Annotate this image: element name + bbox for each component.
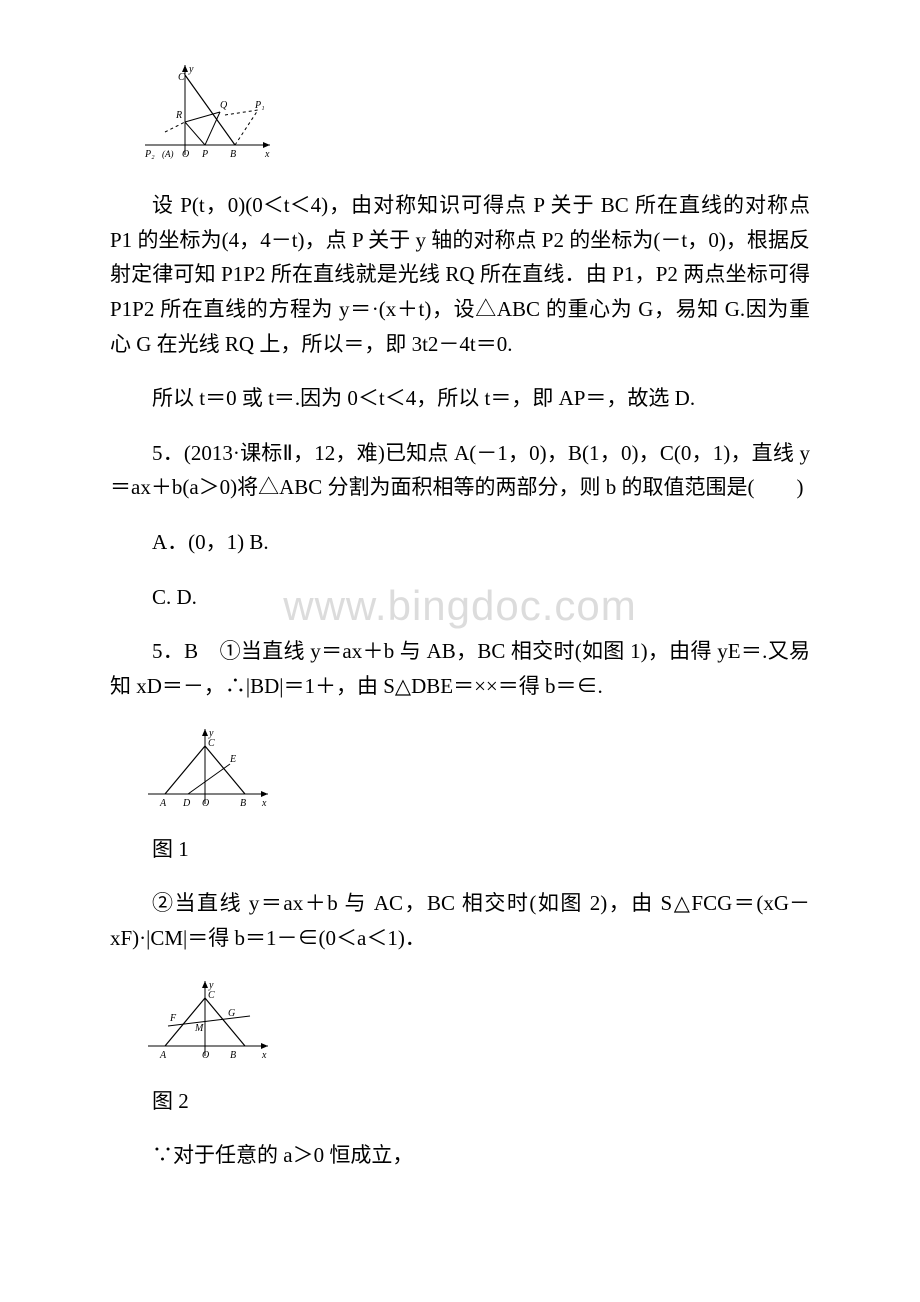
paragraph-8: ②当直线 y＝ax＋b 与 AC，BC 相交时(如图 2)，由 S△FCG＝(x… xyxy=(110,886,810,955)
paragraph-2: 所以 t＝0 或 t＝.因为 0＜t＜4，所以 t＝，即 AP＝，故选 D. xyxy=(110,381,810,416)
label-E: E xyxy=(229,754,236,765)
label-P2: P₂ xyxy=(144,149,155,160)
figure-1: y C Q P₁ R P₂ (A) O P B x xyxy=(140,60,810,170)
paragraph-9: 图 2 xyxy=(110,1084,810,1119)
label-D: D xyxy=(182,798,191,809)
label-G: G xyxy=(228,1008,235,1019)
label-R: R xyxy=(175,110,182,121)
label-x: x xyxy=(261,798,267,809)
paragraph-6: 5．B ①当直线 y＝ax＋b 与 AB，BC 相交时(如图 1)，由得 yE＝… xyxy=(110,634,810,703)
label-P1: P₁ xyxy=(254,100,265,111)
reflection-diagram: y C Q P₁ R P₂ (A) O P B x xyxy=(140,60,280,170)
label-B: B xyxy=(230,1050,236,1061)
label-B: B xyxy=(230,149,236,160)
figure-2: y C E A D O B x xyxy=(140,724,810,814)
label-x: x xyxy=(261,1050,267,1061)
triangle-diagram-1: y C E A D O B x xyxy=(140,724,280,814)
label-O: O xyxy=(202,1050,209,1061)
paragraph-1: 设 P(t，0)(0＜t＜4)，由对称知识可得点 P 关于 BC 所在直线的对称… xyxy=(110,188,810,361)
paragraph-5: C. D. xyxy=(110,580,810,615)
label-C: C xyxy=(208,738,215,749)
label-A: A xyxy=(159,1050,167,1061)
label-Q: Q xyxy=(220,100,228,111)
paragraph-4: A．(0，1) B. xyxy=(110,525,810,560)
document-content: y C Q P₁ R P₂ (A) O P B x 设 P(t，0)(0＜t＜4… xyxy=(110,60,810,1173)
label-P: P xyxy=(201,149,208,160)
label-y: y xyxy=(188,64,194,75)
label-O: O xyxy=(182,149,189,160)
label-B: B xyxy=(240,798,246,809)
label-x: x xyxy=(264,149,270,160)
label-O: O xyxy=(202,798,209,809)
label-C: C xyxy=(208,990,215,1001)
triangle-diagram-2: y C F G M A O B x xyxy=(140,976,280,1066)
label-A: A xyxy=(159,798,167,809)
paragraph-10: ∵对于任意的 a＞0 恒成立， xyxy=(110,1138,810,1173)
label-A: (A) xyxy=(162,149,174,159)
paragraph-7: 图 1 xyxy=(110,832,810,867)
label-F: F xyxy=(169,1013,177,1024)
label-M: M xyxy=(194,1023,204,1034)
paragraph-3: 5．(2013·课标Ⅱ，12，难)已知点 A(－1，0)，B(1，0)，C(0，… xyxy=(110,436,810,505)
figure-3: y C F G M A O B x xyxy=(140,976,810,1066)
label-C: C xyxy=(178,72,185,83)
